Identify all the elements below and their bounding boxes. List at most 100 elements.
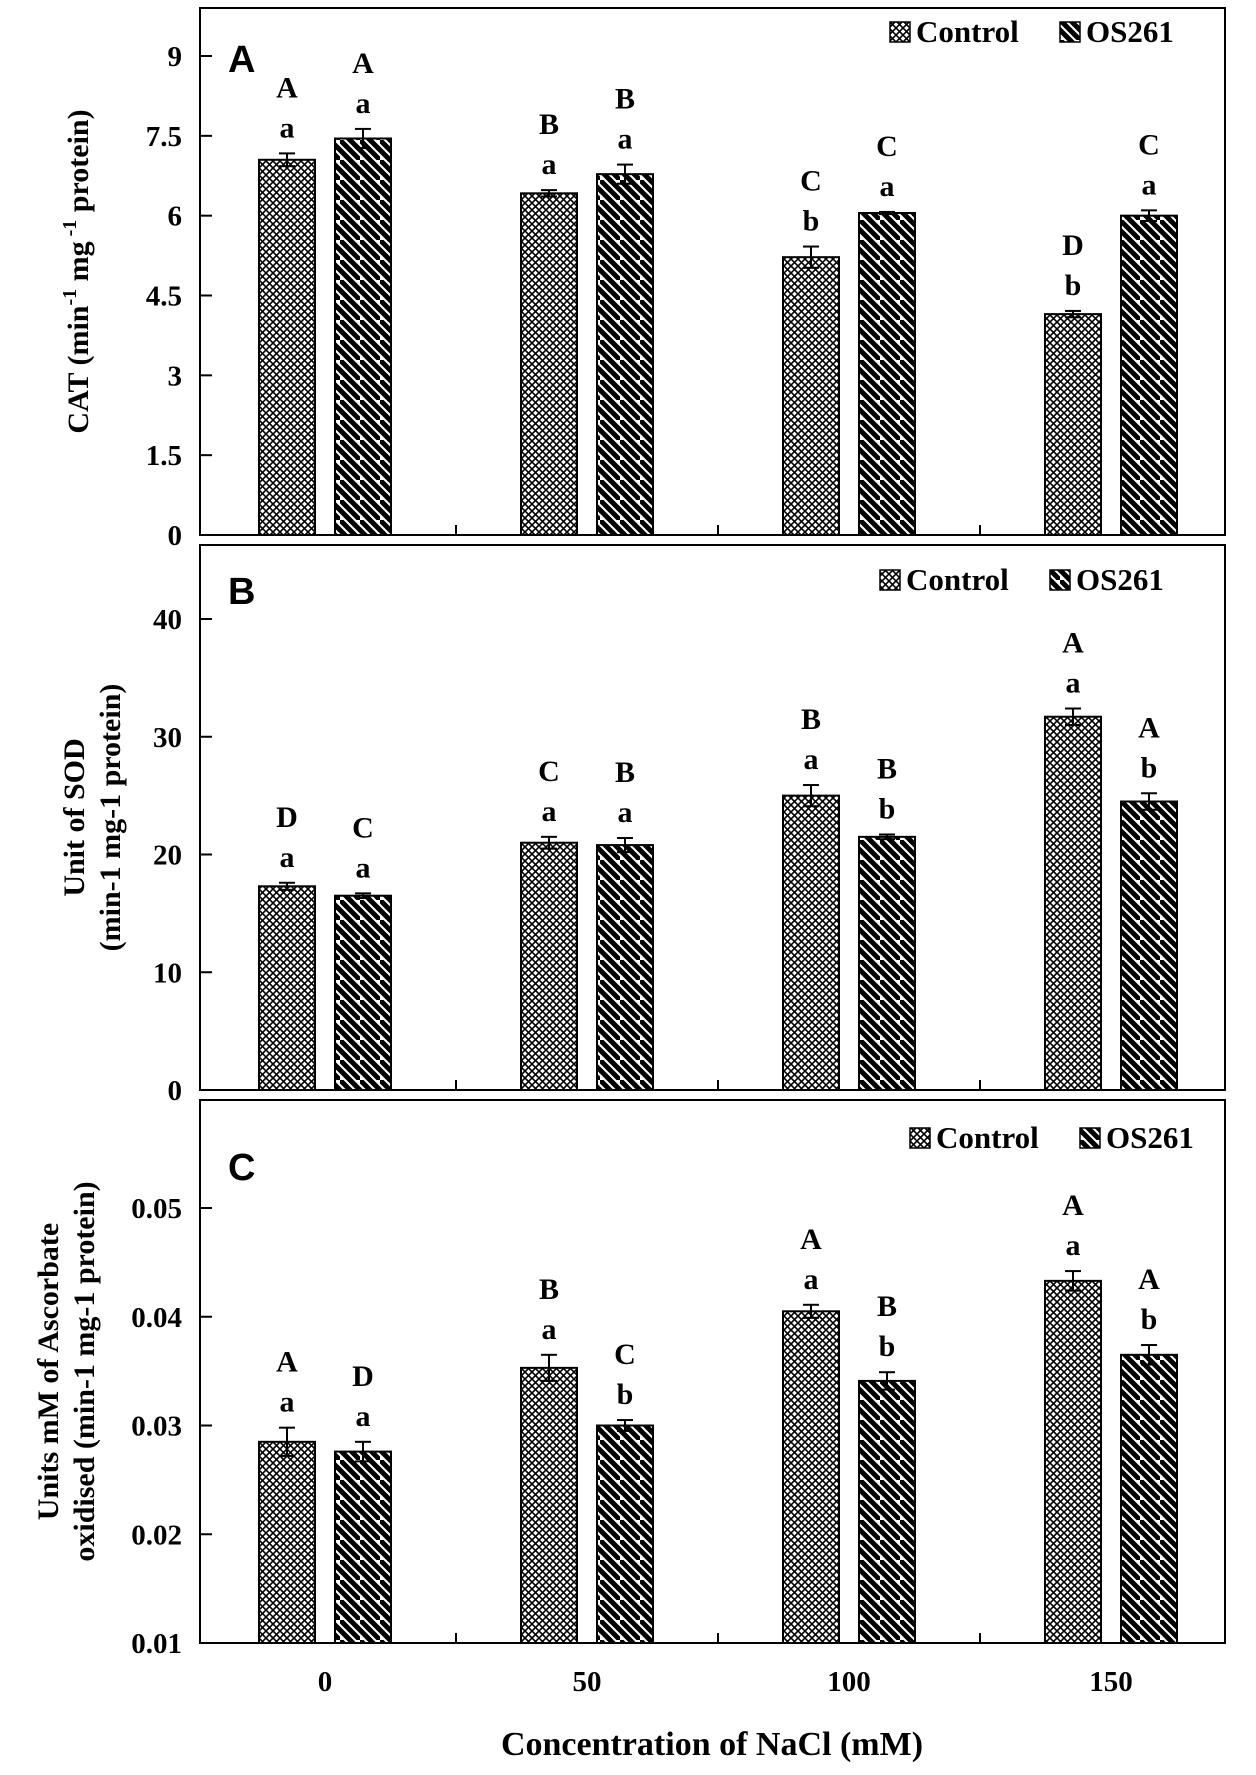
y-tick-label: 4.5 (146, 281, 182, 313)
y-axis-title: Units mM of Ascorbate oxidised (min-1 mg-… (32, 1181, 101, 1561)
significance-upper: B (877, 1290, 897, 1323)
y-tick-label: 30 (153, 722, 182, 754)
significance-lower: a (356, 851, 371, 884)
legend-label-control: Control (906, 562, 1009, 597)
bar-control (520, 192, 578, 537)
significance-lower: a (1066, 1229, 1081, 1262)
x-tick-label: 150 (1089, 1666, 1133, 1698)
significance-upper: C (352, 811, 374, 844)
bar-control (782, 1310, 840, 1644)
significance-lower: a (804, 743, 819, 776)
bar-control (782, 794, 840, 1091)
significance-lower: a (804, 1263, 819, 1296)
bar-os261 (858, 212, 916, 536)
significance-upper: B (877, 752, 897, 785)
y-axis-title: Unit of SOD (min-1 mg-1 protein) (58, 684, 127, 952)
significance-lower: b (879, 792, 896, 825)
significance-upper: A (276, 71, 298, 104)
panel-C: 0.01 0.02 0.03 0.04 0.05 C Units mM of Ascorba… (32, 1099, 1226, 1698)
x-tick-label: 50 (573, 1666, 602, 1698)
significance-lower: b (879, 1330, 896, 1363)
y-tick-label: 7.5 (146, 121, 182, 153)
significance-upper: A (276, 1346, 298, 1379)
significance-lower: b (1141, 1303, 1158, 1336)
significance-upper: A (352, 47, 374, 80)
legend-label-os261: OS261 (1086, 14, 1174, 49)
panel-label: B (228, 571, 255, 613)
bar-control (520, 841, 578, 1091)
significance-upper: B (801, 703, 821, 736)
y-tick-label: 0 (168, 520, 183, 552)
significance-lower: a (1066, 666, 1081, 699)
y-tick-label: 1.5 (146, 440, 182, 472)
significance-upper: A (1138, 1263, 1160, 1296)
legend-swatch-os261 (1049, 569, 1071, 591)
significance-lower: a (618, 796, 633, 829)
significance-upper: A (1062, 1189, 1084, 1222)
legend-label-os261: OS261 (1106, 1120, 1194, 1155)
significance-lower: a (542, 1313, 557, 1346)
legend-swatch-os261 (1059, 21, 1081, 43)
significance-upper: C (614, 1338, 636, 1371)
bar-os261 (596, 844, 654, 1092)
bar-os261 (858, 1379, 916, 1644)
significance-lower: a (356, 87, 371, 120)
y-tick-label: 10 (153, 957, 182, 989)
bar-control (1044, 313, 1102, 536)
bar-os261 (596, 173, 654, 537)
y-axis-title: CAT (min-1 mg -1 protein) (59, 109, 95, 433)
significance-upper: B (615, 756, 635, 789)
significance-lower: a (280, 841, 295, 874)
significance-upper: A (1062, 626, 1084, 659)
x-axis-title: Concentration of NaCl (mM) (501, 1726, 923, 1763)
panels-layer: 0 1.5 3 4.5 6 7.5 9 A CAT (min-1 mg -1 protein) C… (32, 7, 1226, 1698)
bar-os261 (1120, 800, 1178, 1091)
y-tick-label: 6 (168, 201, 183, 233)
bar-control (258, 885, 316, 1091)
y-tick-label: 3 (168, 360, 183, 392)
panel-B: 0 10 20 30 40 B Unit of SOD (min-1 mg-1 protein… (58, 544, 1226, 1107)
significance-upper: C (538, 755, 560, 788)
legend-swatch-control (909, 1127, 931, 1149)
bar-os261 (1120, 214, 1178, 537)
significance-upper: D (352, 1360, 374, 1393)
significance-upper: B (615, 83, 635, 116)
significance-lower: a (618, 123, 633, 156)
plot-frame (199, 544, 1226, 1091)
significance-upper: C (1138, 128, 1160, 161)
significance-lower: a (1142, 168, 1157, 201)
significance-upper: C (876, 130, 898, 163)
significance-lower: a (542, 795, 557, 828)
significance-upper: B (539, 108, 559, 141)
bar-control (1044, 715, 1102, 1091)
legend-label-control: Control (916, 14, 1019, 49)
bar-os261 (1120, 1353, 1178, 1644)
y-tick-label: 0.05 (131, 1193, 182, 1225)
legend-swatch-control (879, 569, 901, 591)
significance-upper: C (800, 165, 822, 198)
bar-control (782, 256, 840, 536)
y-tick-label: 0 (168, 1075, 183, 1107)
bar-control (258, 1440, 316, 1644)
significance-lower: a (280, 111, 295, 144)
significance-lower: a (356, 1400, 371, 1433)
panel-label: A (228, 39, 255, 81)
y-tick-label: 0.01 (131, 1628, 182, 1660)
y-tick-label: 0.02 (131, 1519, 182, 1551)
y-tick-label: 0.03 (131, 1411, 182, 1443)
y-tick-label: 0.04 (131, 1302, 182, 1334)
legend-label-os261: OS261 (1076, 562, 1164, 597)
legend: Control OS261 (909, 1120, 1194, 1155)
y-tick-label: 20 (153, 840, 182, 872)
x-tick-label: 100 (827, 1666, 871, 1698)
bar-os261 (858, 835, 916, 1092)
legend-swatch-os261 (1079, 1127, 1101, 1149)
plot-frame (199, 7, 1226, 536)
legend-label-control: Control (936, 1120, 1039, 1155)
significance-lower: b (803, 205, 820, 238)
significance-upper: B (539, 1273, 559, 1306)
significance-lower: a (280, 1386, 295, 1419)
panel-A: 0 1.5 3 4.5 6 7.5 9 A CAT (min-1 mg -1 protein) C… (59, 7, 1226, 552)
